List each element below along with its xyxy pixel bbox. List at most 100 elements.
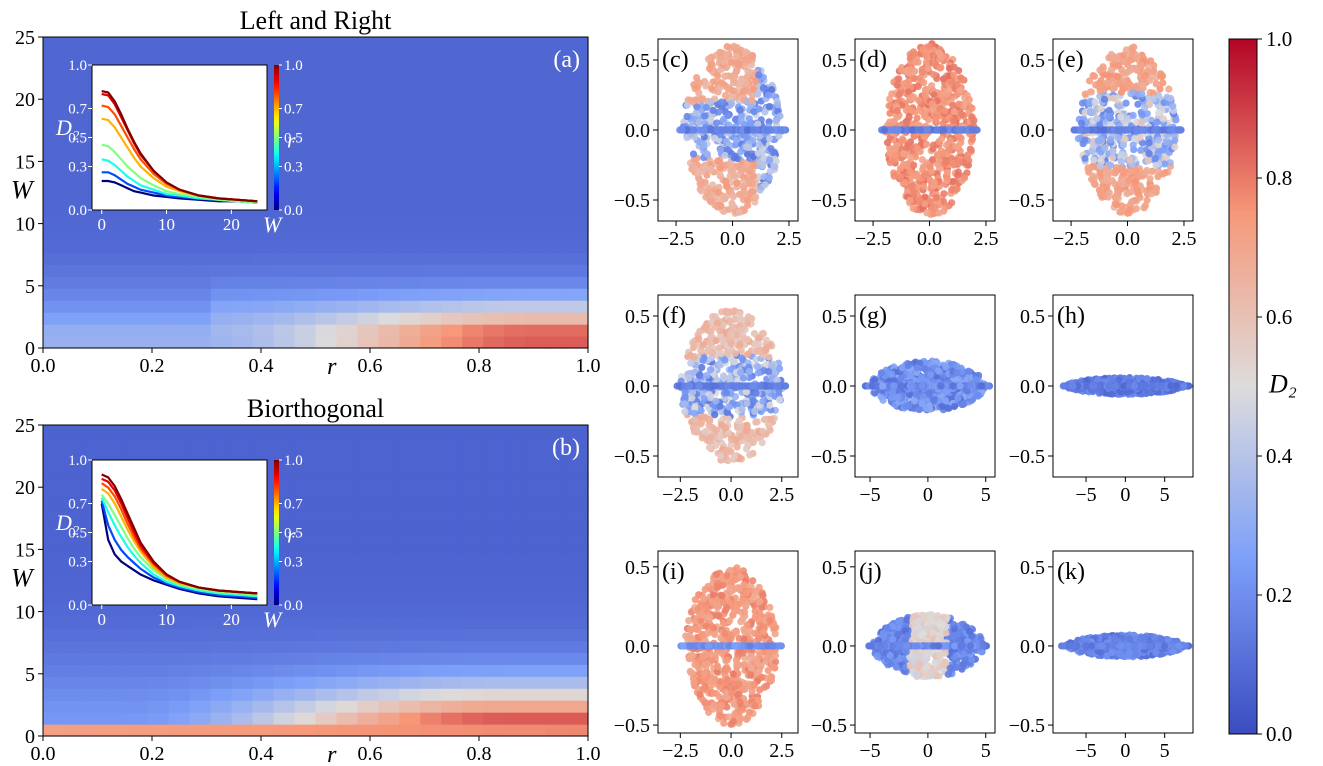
heatmap-cell <box>441 108 463 122</box>
heatmap-cell <box>483 580 505 594</box>
inset-series-line <box>100 503 258 601</box>
scatter-point <box>706 366 715 374</box>
heatmap-cell <box>43 484 65 498</box>
heatmap-cell <box>546 556 568 570</box>
heatmap-cell <box>43 688 65 701</box>
heatmap-cell <box>504 532 526 546</box>
heatmap-cell <box>462 60 484 74</box>
scatter-point <box>933 150 942 159</box>
scatter-point <box>1081 136 1089 144</box>
heatmap-cell <box>336 520 359 534</box>
scatter-point <box>968 113 976 121</box>
heatmap-cell <box>315 312 338 325</box>
heatmap-cell <box>378 712 400 725</box>
scatter-point <box>939 126 947 134</box>
heatmap-cell <box>462 688 484 701</box>
heatmap-cell <box>462 484 484 498</box>
heatmap-cell <box>147 436 170 450</box>
heatmap-cell <box>420 484 442 498</box>
y-tick-label: 0 <box>25 338 35 360</box>
heatmap-cell <box>336 592 359 606</box>
scatter-point <box>1155 109 1163 117</box>
heatmap-cell <box>210 228 233 241</box>
scatter-point <box>743 150 751 158</box>
heatmap-cell <box>504 192 526 206</box>
heatmap-cell <box>315 60 338 74</box>
heatmap-cell <box>294 84 317 98</box>
scatter-point <box>731 115 740 124</box>
heatmap-cell <box>504 264 526 277</box>
x-tick-label: 0.8 <box>467 743 492 765</box>
heatmap-cell <box>420 120 442 134</box>
scatter-point <box>936 50 944 59</box>
scatter-point <box>1096 169 1104 178</box>
heatmap-cell <box>189 425 212 438</box>
heatmap-cell <box>84 724 107 737</box>
scatter-point <box>688 126 697 134</box>
scatter-point <box>1096 87 1104 95</box>
heatmap-cell <box>546 336 568 349</box>
heatmap-cell <box>273 652 296 665</box>
scatter-point <box>733 179 741 187</box>
scatter-point <box>1146 76 1154 85</box>
heatmap-cell <box>483 532 505 546</box>
heatmap-cell <box>231 276 254 289</box>
heatmap-cell <box>43 37 65 50</box>
heatmap-cell <box>483 712 505 725</box>
heatmap-cell <box>504 508 526 522</box>
heatmap-cell <box>273 724 296 737</box>
scatter-point <box>932 194 940 202</box>
heatmap-cell <box>462 628 484 641</box>
heatmap-cell <box>525 496 547 510</box>
heatmap-cell <box>567 324 589 337</box>
scatter-point <box>724 415 732 423</box>
heatmap-cell <box>252 228 275 241</box>
scatter-point <box>695 371 704 380</box>
heatmap-cell <box>231 628 254 641</box>
heatmap-cell <box>399 448 421 462</box>
heatmap-cell <box>189 652 212 665</box>
scatter-point <box>705 64 714 73</box>
scatter-point <box>891 144 899 152</box>
heatmap-cell <box>546 472 568 486</box>
inset-series-line <box>101 179 258 204</box>
heatmap-cell <box>399 192 421 206</box>
scatter-point <box>742 427 750 435</box>
heatmap-cell <box>483 592 505 606</box>
heatmap-cell <box>420 108 442 122</box>
heatmap-cell <box>105 448 128 462</box>
scatter-point <box>949 177 957 186</box>
scatter-point <box>1122 99 1130 107</box>
scatter-point <box>722 389 731 397</box>
scatter-point <box>760 154 768 162</box>
heatmap-cell <box>147 288 170 301</box>
scatter-point <box>701 413 709 421</box>
scatter-point <box>748 180 756 188</box>
heatmap-cell <box>63 156 86 170</box>
heatmap-cell <box>43 448 65 462</box>
heatmap-cell <box>483 264 505 277</box>
heatmap-cell <box>315 544 338 558</box>
scatter-point <box>940 190 948 198</box>
heatmap-cell <box>336 425 359 438</box>
scatter-point <box>1126 56 1134 64</box>
scatter-point <box>738 316 746 324</box>
heatmap-cell <box>43 568 65 582</box>
heatmap-cell <box>462 96 484 110</box>
scatter-point <box>708 84 716 92</box>
heatmap-cell <box>252 676 275 689</box>
inset-colorbar <box>274 65 279 210</box>
y-tick-label: 15 <box>15 151 35 173</box>
scatter-point <box>697 126 705 134</box>
scatter-point <box>1142 168 1150 177</box>
heatmap-cell <box>399 628 421 641</box>
scatter-point <box>703 428 711 436</box>
heatmap-cell <box>357 156 379 170</box>
heatmap-cell <box>399 48 421 62</box>
scatter-point <box>908 182 916 190</box>
scatter-point <box>922 140 931 148</box>
heatmap-cell <box>420 156 442 170</box>
heatmap-cell <box>525 108 547 122</box>
scatter-point <box>698 363 706 372</box>
heatmap-cell <box>105 252 128 265</box>
